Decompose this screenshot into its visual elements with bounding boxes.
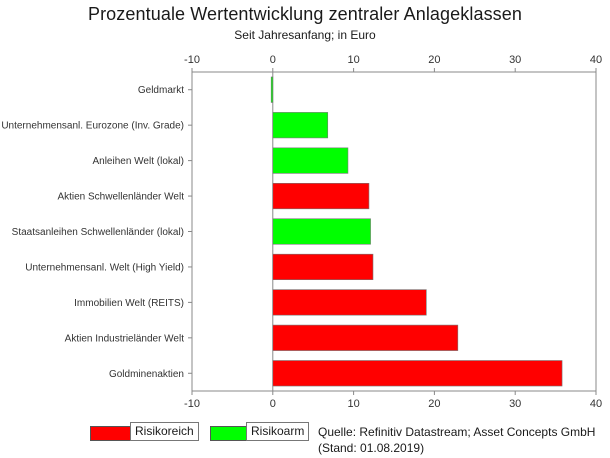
bar (272, 147, 349, 174)
x-tick-label-top: 20 (428, 54, 440, 66)
category-label: Immobilien Welt (REITS) (74, 298, 184, 309)
x-tick-label-bottom: -10 (184, 398, 200, 410)
source-line-2: (Stand: 01.08.2019) (318, 441, 425, 455)
x-tick-label-bottom: 20 (428, 398, 440, 410)
x-tick-label-top: 30 (509, 54, 521, 66)
category-label: Anleihen Welt (lokal) (92, 156, 184, 167)
category-label: Staatsanleihen Schwellenländer (lokal) (12, 227, 184, 238)
bar (272, 112, 329, 139)
x-tick-label-bottom: 40 (590, 398, 602, 410)
x-tick-label-bottom: 10 (347, 398, 359, 410)
bar (272, 324, 459, 351)
x-tick-label-top: 40 (590, 54, 602, 66)
bar (272, 253, 374, 281)
x-tick-label-bottom: 0 (270, 398, 276, 410)
category-label: Geldmarkt (138, 85, 184, 96)
source-note: Quelle: Refinitiv Datastream; Asset Conc… (318, 424, 595, 456)
x-tick-label-top: -10 (184, 54, 200, 66)
x-tick-label-top: 10 (347, 54, 359, 66)
bar (272, 360, 563, 387)
category-label: Goldminenaktien (109, 369, 184, 380)
legend-item-risikoreich: Risikoreich (90, 422, 210, 442)
chart-subtitle: Seit Jahresanfang; in Euro (234, 28, 376, 42)
bar (270, 76, 274, 103)
category-label: Aktien Industrieländer Welt (65, 333, 185, 344)
bar (272, 182, 370, 210)
bar (272, 289, 427, 316)
legend-label-risikoarm: Risikoarm (246, 422, 310, 441)
category-label: Unternehmensanl. Eurozone (Inv. Grade) (1, 121, 184, 132)
x-tick-label-bottom: 30 (509, 398, 521, 410)
source-line-1: Quelle: Refinitiv Datastream; Asset Conc… (318, 425, 596, 439)
category-label: Aktien Schwellenländer Welt (57, 192, 184, 203)
chart-title: Prozentuale Wertentwicklung zentraler An… (87, 4, 522, 24)
bar (272, 218, 371, 245)
x-tick-label-top: 0 (270, 54, 276, 66)
legend-item-risikoarm: Risikoarm (210, 422, 320, 442)
legend-label-risikoreich: Risikoreich (130, 422, 199, 441)
category-label: Unternehmensanl. Welt (High Yield) (25, 262, 184, 273)
